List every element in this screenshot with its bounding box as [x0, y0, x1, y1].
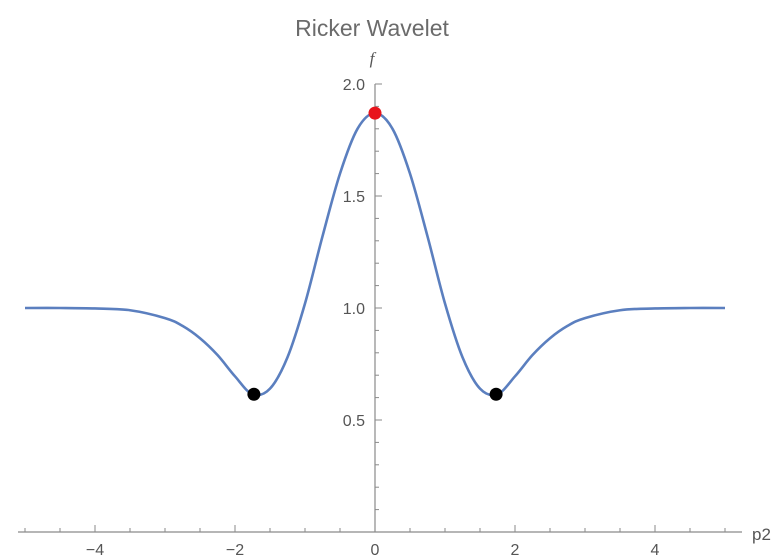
- y-tick-label: 1.0: [343, 301, 365, 318]
- x-tick-label: 2: [511, 542, 520, 559]
- maximum-point: [368, 106, 382, 120]
- x-axis-label: p2: [752, 525, 771, 544]
- minimum-point: [247, 387, 261, 401]
- y-tick-label: 2.0: [343, 77, 365, 94]
- y-axis-label: f: [370, 49, 377, 68]
- minimum-point: [489, 387, 503, 401]
- y-tick-label: 1.5: [343, 189, 365, 206]
- y-tick-label: 0.5: [343, 413, 365, 430]
- x-tick-label: −2: [226, 542, 244, 559]
- chart-title: Ricker Wavelet: [295, 15, 449, 41]
- x-tick-label: 0: [371, 542, 380, 559]
- x-tick-label: 4: [651, 542, 660, 559]
- x-axis-ticks: −4 −2 0 2 4: [24, 525, 726, 559]
- points-layer: [247, 106, 503, 401]
- x-tick-label: −4: [86, 542, 104, 559]
- y-axis-ticks: 0.5 1.0 1.5 2.0: [343, 77, 382, 511]
